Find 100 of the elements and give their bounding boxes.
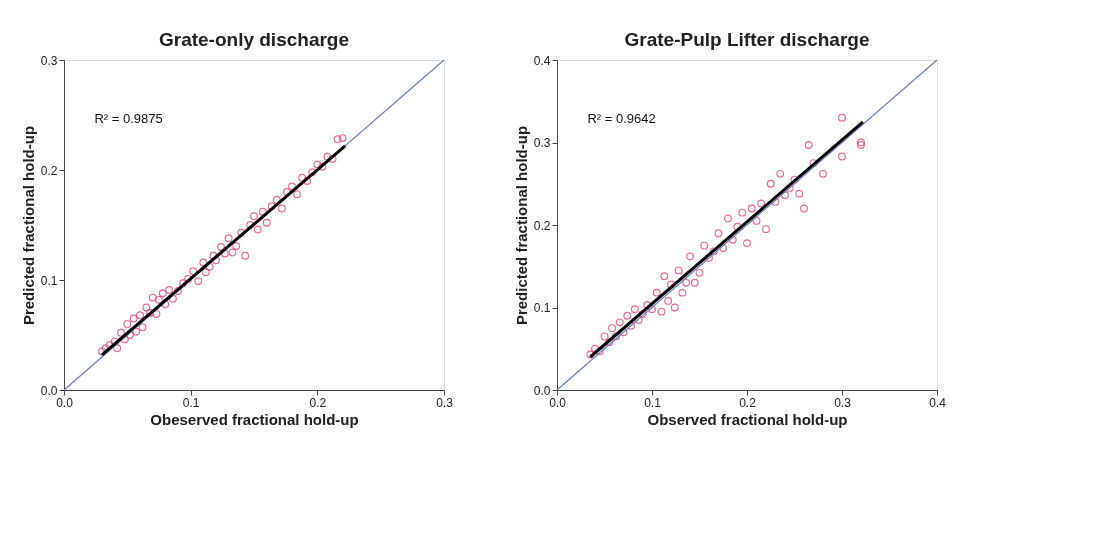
point bbox=[184, 274, 193, 283]
point bbox=[232, 241, 241, 250]
point bbox=[246, 221, 255, 229]
point bbox=[148, 293, 157, 302]
point bbox=[267, 202, 276, 211]
x-tick-label: 0.3 bbox=[436, 395, 454, 410]
point bbox=[660, 272, 669, 281]
y-axis-title: Predicted fractional hold-up bbox=[19, 125, 37, 326]
point bbox=[695, 268, 704, 277]
y-tick-label: 0.1 bbox=[533, 301, 551, 315]
point bbox=[142, 303, 151, 312]
x-axis-title: Observed fractional hold-up bbox=[647, 410, 848, 428]
point bbox=[194, 277, 203, 286]
point bbox=[747, 204, 756, 213]
x-axis-title: Obeserved fractional hold-up bbox=[150, 410, 359, 428]
chart-title: Grate-Pulp Lifter discharge bbox=[624, 29, 870, 50]
point bbox=[237, 228, 246, 237]
point bbox=[738, 208, 747, 217]
point bbox=[611, 332, 620, 341]
point bbox=[838, 152, 846, 161]
point bbox=[201, 268, 210, 277]
point bbox=[155, 295, 163, 304]
point bbox=[743, 239, 751, 248]
point bbox=[657, 307, 666, 316]
point bbox=[752, 216, 761, 225]
point bbox=[217, 243, 226, 251]
point bbox=[277, 204, 286, 213]
point bbox=[757, 199, 766, 208]
point bbox=[615, 318, 624, 327]
x-tick-label: 0.4 bbox=[929, 395, 947, 410]
point bbox=[333, 135, 342, 144]
point bbox=[733, 222, 742, 231]
x-tick-label: 0.1 bbox=[182, 395, 200, 410]
point bbox=[136, 311, 144, 320]
point bbox=[638, 310, 647, 319]
point bbox=[174, 287, 182, 295]
point bbox=[600, 332, 609, 341]
point bbox=[686, 252, 694, 261]
point bbox=[682, 278, 691, 287]
y-tick-label: 0.0 bbox=[40, 383, 58, 398]
point bbox=[98, 347, 106, 356]
point bbox=[678, 288, 687, 297]
point bbox=[709, 247, 718, 256]
point bbox=[795, 189, 804, 198]
point bbox=[179, 279, 188, 288]
point bbox=[648, 305, 656, 314]
point bbox=[241, 251, 250, 260]
point bbox=[762, 225, 770, 234]
point bbox=[132, 327, 141, 336]
chart-title: Grate-only discharge bbox=[158, 29, 350, 50]
point bbox=[586, 350, 595, 359]
y-axis-title: Predicted fractional hold-up bbox=[512, 125, 530, 326]
point bbox=[293, 190, 302, 199]
point bbox=[595, 347, 604, 356]
point bbox=[608, 324, 617, 333]
point bbox=[113, 344, 122, 353]
point bbox=[857, 138, 865, 147]
point bbox=[714, 229, 723, 238]
point bbox=[800, 204, 808, 213]
point bbox=[664, 296, 673, 305]
point bbox=[809, 159, 818, 168]
y-tick-label: 0.3 bbox=[40, 53, 58, 68]
annotation: R² = 0.9875 bbox=[94, 111, 163, 127]
point bbox=[123, 320, 132, 328]
point bbox=[804, 141, 813, 149]
y-tick-label: 0.3 bbox=[533, 136, 551, 150]
x-tick-label: 0.3 bbox=[834, 395, 852, 410]
x-tick-label: 0.0 bbox=[549, 395, 567, 410]
point bbox=[313, 160, 322, 169]
y-tick-label: 0.0 bbox=[533, 383, 551, 398]
point bbox=[209, 251, 218, 260]
point bbox=[605, 338, 614, 347]
point bbox=[146, 309, 155, 317]
point bbox=[129, 314, 138, 323]
point bbox=[776, 169, 785, 178]
point bbox=[303, 177, 312, 185]
point bbox=[338, 134, 347, 143]
point bbox=[189, 267, 198, 276]
point bbox=[674, 266, 683, 275]
point bbox=[630, 305, 639, 314]
point bbox=[165, 285, 174, 294]
annotation: R² = 0.9642 bbox=[587, 111, 656, 127]
point bbox=[766, 179, 775, 188]
point bbox=[298, 173, 307, 182]
point bbox=[199, 258, 208, 267]
y-tick-label: 0.2 bbox=[533, 218, 551, 233]
x-tick-label: 0.2 bbox=[309, 395, 327, 410]
point bbox=[262, 218, 271, 227]
point bbox=[250, 212, 258, 221]
point bbox=[667, 280, 675, 289]
point bbox=[328, 155, 337, 163]
point bbox=[652, 288, 661, 297]
x-tick-label: 0.2 bbox=[739, 395, 757, 410]
point bbox=[308, 168, 317, 177]
y-tick-label: 0.4 bbox=[533, 53, 551, 68]
point bbox=[117, 328, 125, 337]
x-tick-label: 0.0 bbox=[56, 395, 74, 410]
point bbox=[253, 225, 262, 234]
point bbox=[857, 141, 865, 149]
point bbox=[224, 234, 233, 243]
